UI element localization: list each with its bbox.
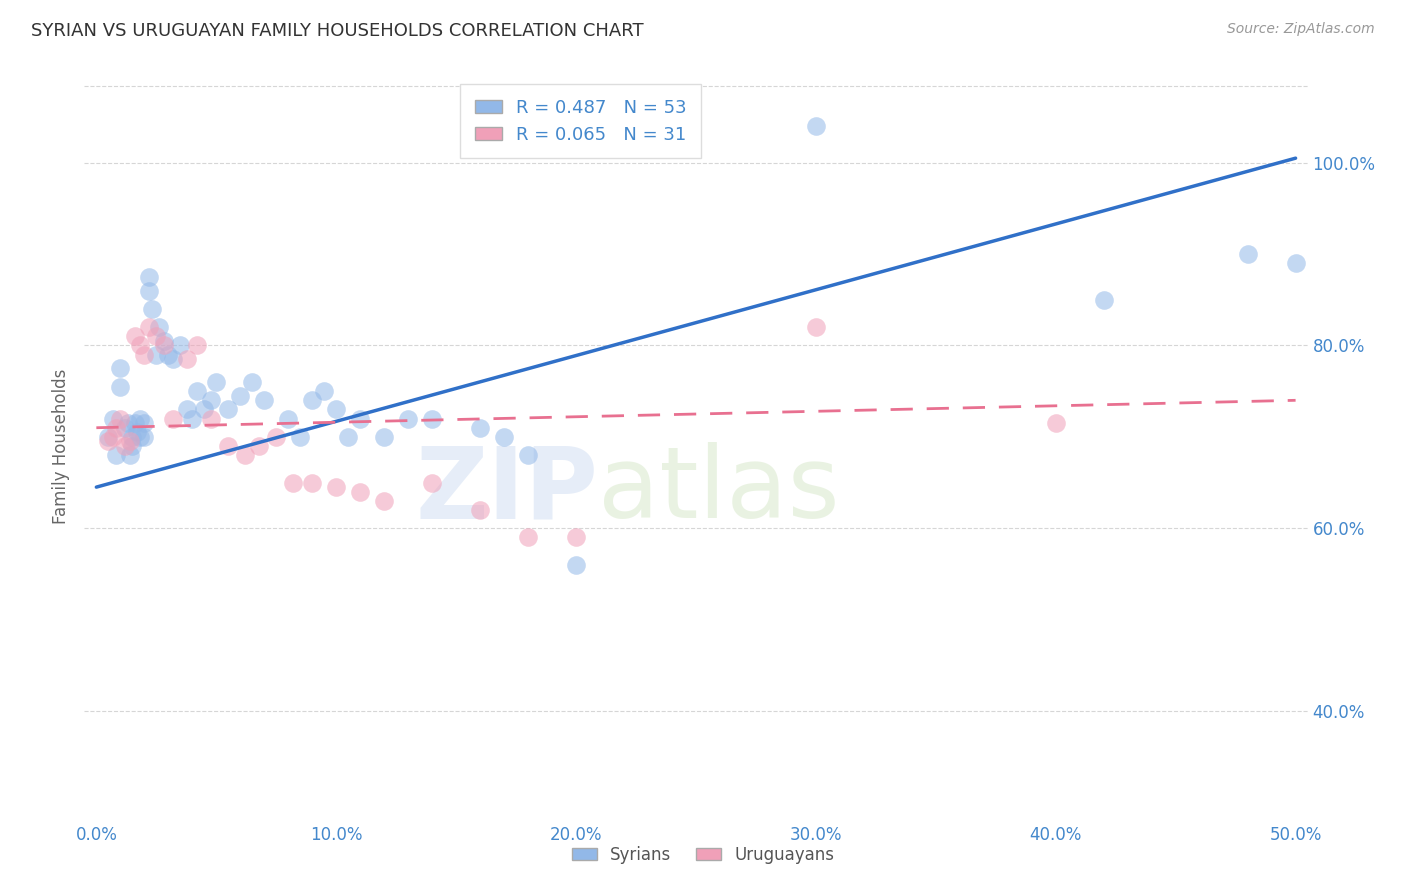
Point bbox=[468, 503, 491, 517]
Point bbox=[134, 348, 156, 362]
Point bbox=[114, 421, 136, 435]
Point bbox=[240, 375, 263, 389]
Point bbox=[349, 411, 371, 425]
Point bbox=[181, 411, 204, 425]
Point bbox=[157, 348, 180, 362]
Point bbox=[249, 439, 271, 453]
Point bbox=[396, 411, 419, 425]
Point bbox=[138, 284, 160, 298]
Point bbox=[804, 320, 827, 334]
Point bbox=[517, 448, 540, 462]
Point bbox=[1236, 247, 1258, 261]
Point bbox=[148, 320, 170, 334]
Point bbox=[162, 411, 184, 425]
Y-axis label: Family Households: Family Households bbox=[52, 368, 70, 524]
Point bbox=[176, 352, 198, 367]
Point bbox=[176, 402, 198, 417]
Point bbox=[118, 448, 141, 462]
Point bbox=[127, 425, 149, 440]
Point bbox=[118, 434, 141, 449]
Point bbox=[205, 375, 228, 389]
Point bbox=[145, 348, 167, 362]
Point bbox=[349, 484, 371, 499]
Point bbox=[138, 320, 160, 334]
Point bbox=[152, 334, 174, 348]
Point bbox=[169, 338, 191, 352]
Point bbox=[517, 530, 540, 544]
Point bbox=[373, 430, 395, 444]
Point bbox=[97, 434, 120, 449]
Point bbox=[110, 411, 132, 425]
Point bbox=[114, 439, 136, 453]
Point bbox=[124, 329, 146, 343]
Point bbox=[101, 430, 124, 444]
Point bbox=[186, 338, 208, 352]
Point bbox=[121, 439, 143, 453]
Text: Source: ZipAtlas.com: Source: ZipAtlas.com bbox=[1227, 22, 1375, 37]
Point bbox=[229, 389, 252, 403]
Point bbox=[145, 329, 167, 343]
Point bbox=[217, 402, 239, 417]
Point bbox=[110, 361, 132, 376]
Point bbox=[134, 430, 156, 444]
Point bbox=[101, 411, 124, 425]
Point bbox=[494, 430, 516, 444]
Point bbox=[152, 338, 174, 352]
Point bbox=[337, 430, 360, 444]
Point bbox=[186, 384, 208, 399]
Point bbox=[1092, 293, 1115, 307]
Point bbox=[804, 119, 827, 133]
Point bbox=[138, 269, 160, 284]
Point bbox=[277, 411, 299, 425]
Text: atlas: atlas bbox=[598, 442, 839, 540]
Point bbox=[468, 421, 491, 435]
Point bbox=[314, 384, 336, 399]
Point bbox=[97, 430, 120, 444]
Legend: Syrians, Uruguayans: Syrians, Uruguayans bbox=[565, 839, 841, 871]
Point bbox=[301, 393, 323, 408]
Point bbox=[281, 475, 304, 490]
Point bbox=[117, 416, 139, 430]
Point bbox=[128, 338, 150, 352]
Point bbox=[141, 301, 163, 316]
Text: ZIP: ZIP bbox=[415, 442, 598, 540]
Point bbox=[200, 393, 222, 408]
Point bbox=[1284, 256, 1306, 270]
Point bbox=[1045, 416, 1067, 430]
Point bbox=[325, 480, 347, 494]
Point bbox=[128, 411, 150, 425]
Point bbox=[128, 430, 150, 444]
Point bbox=[104, 421, 127, 435]
Point bbox=[373, 493, 395, 508]
Legend: R = 0.487   N = 53, R = 0.065   N = 31: R = 0.487 N = 53, R = 0.065 N = 31 bbox=[460, 84, 702, 158]
Point bbox=[134, 416, 156, 430]
Point bbox=[193, 402, 215, 417]
Point bbox=[301, 475, 323, 490]
Point bbox=[420, 475, 443, 490]
Point bbox=[420, 411, 443, 425]
Point bbox=[124, 416, 146, 430]
Point bbox=[290, 430, 312, 444]
Point bbox=[104, 448, 127, 462]
Point bbox=[110, 379, 132, 393]
Point bbox=[264, 430, 287, 444]
Point bbox=[121, 430, 143, 444]
Point bbox=[565, 530, 588, 544]
Point bbox=[200, 411, 222, 425]
Point bbox=[565, 558, 588, 572]
Point bbox=[325, 402, 347, 417]
Point bbox=[253, 393, 276, 408]
Text: SYRIAN VS URUGUAYAN FAMILY HOUSEHOLDS CORRELATION CHART: SYRIAN VS URUGUAYAN FAMILY HOUSEHOLDS CO… bbox=[31, 22, 644, 40]
Point bbox=[162, 352, 184, 367]
Point bbox=[233, 448, 256, 462]
Point bbox=[217, 439, 239, 453]
